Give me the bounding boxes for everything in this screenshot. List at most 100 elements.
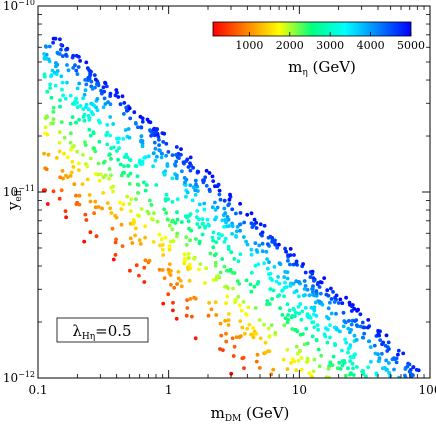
- scatter-point: [241, 300, 246, 304]
- scatter-point: [208, 251, 213, 256]
- scatter-point: [232, 344, 237, 349]
- scatter-point: [47, 44, 52, 49]
- scatter-point: [263, 340, 268, 345]
- scatter-point: [128, 116, 133, 121]
- scatter-point: [179, 152, 183, 157]
- scatter-point: [242, 366, 246, 370]
- scatter-point: [392, 356, 396, 360]
- scatter-point: [319, 280, 324, 285]
- scatter-point: [283, 246, 287, 251]
- scatter-point: [102, 96, 107, 101]
- scatter-point: [59, 74, 64, 79]
- scatter-point: [310, 286, 315, 291]
- scatter-point: [297, 311, 302, 316]
- scatter-point: [48, 82, 52, 87]
- scatter-point: [222, 264, 227, 269]
- scatter-point: [226, 247, 231, 252]
- scatter-point: [111, 122, 116, 126]
- scatter-point: [312, 312, 316, 317]
- scatter-point: [113, 93, 118, 98]
- scatter-point: [140, 144, 145, 149]
- scatter-point: [267, 272, 271, 276]
- scatter-point: [249, 332, 253, 337]
- scatter-point: [334, 327, 339, 332]
- scatter-point: [342, 359, 346, 363]
- scatter-point: [218, 197, 223, 202]
- scatter-point: [197, 225, 202, 230]
- scatter-point: [186, 252, 191, 256]
- scatter-point: [238, 228, 243, 233]
- scatter-point: [134, 121, 138, 126]
- scatter-point: [134, 197, 138, 202]
- scatter-point: [392, 367, 396, 372]
- scatter-point: [113, 240, 118, 245]
- scatter-point: [101, 105, 106, 110]
- scatter-point: [185, 265, 190, 270]
- scatter-point: [140, 139, 145, 143]
- annotation-text: λHη=0.5: [72, 322, 131, 342]
- scatter-point: [48, 86, 53, 90]
- scatter-point: [108, 91, 113, 96]
- scatter-point: [257, 318, 262, 322]
- scatter-point: [153, 158, 158, 163]
- scatter-point: [110, 226, 115, 231]
- scatter-point: [90, 87, 95, 91]
- scatter-point: [358, 312, 363, 317]
- scatter-point: [157, 143, 162, 148]
- scatter-point: [127, 182, 132, 186]
- scatter-point: [225, 294, 230, 299]
- scatter-point: [139, 134, 144, 139]
- scatter-point: [197, 217, 201, 222]
- scatter-point: [147, 258, 152, 263]
- scatter-point: [385, 349, 390, 353]
- scatter-point: [60, 87, 64, 92]
- scatter-point: [335, 366, 340, 371]
- scatter-point: [60, 80, 65, 85]
- scatter-point: [88, 71, 92, 76]
- scatter-point: [314, 338, 319, 342]
- scatter-point: [308, 275, 313, 279]
- scatter-point: [311, 290, 315, 294]
- scatter-point: [352, 306, 357, 311]
- scatter-point: [157, 267, 162, 272]
- scatter-point: [247, 322, 252, 327]
- scatter-point: [194, 237, 198, 241]
- scatter-point: [272, 265, 277, 269]
- colorbar-tick-label: 4000: [357, 39, 385, 52]
- scatter-point: [53, 83, 58, 88]
- scatter-point: [301, 293, 306, 298]
- scatter-point: [144, 183, 149, 187]
- scatter-point: [93, 149, 98, 154]
- scatter-point: [57, 140, 62, 145]
- scatter-point: [51, 110, 56, 114]
- scatter-point: [311, 369, 316, 374]
- scatter-point: [184, 313, 189, 318]
- scatter-point: [231, 354, 236, 358]
- scatter-point: [124, 105, 129, 110]
- scatter-point: [302, 279, 307, 283]
- scatter-point: [175, 231, 180, 236]
- scatter-point: [414, 367, 419, 372]
- scatter-point: [377, 356, 382, 361]
- scatter-point: [62, 151, 66, 156]
- scatter-point: [192, 256, 196, 261]
- scatter-point: [184, 194, 188, 199]
- scatter-point: [77, 193, 82, 198]
- scatter-point: [161, 253, 166, 257]
- scatter-point: [255, 352, 260, 357]
- scatter-point: [294, 368, 299, 373]
- scatter-point: [181, 160, 186, 165]
- scatter-point: [219, 333, 224, 338]
- scatter-point: [237, 282, 242, 286]
- y-tick-label: 10−11: [3, 184, 35, 199]
- scatter-point: [143, 188, 148, 193]
- scatter-point: [174, 316, 179, 321]
- scatter-point: [256, 262, 261, 267]
- scatter-point: [140, 162, 145, 166]
- scatter-point: [183, 180, 187, 185]
- scatter-point: [340, 348, 344, 353]
- scatter-point: [101, 160, 106, 165]
- scatter-point: [64, 215, 68, 220]
- scatter-point: [318, 291, 323, 296]
